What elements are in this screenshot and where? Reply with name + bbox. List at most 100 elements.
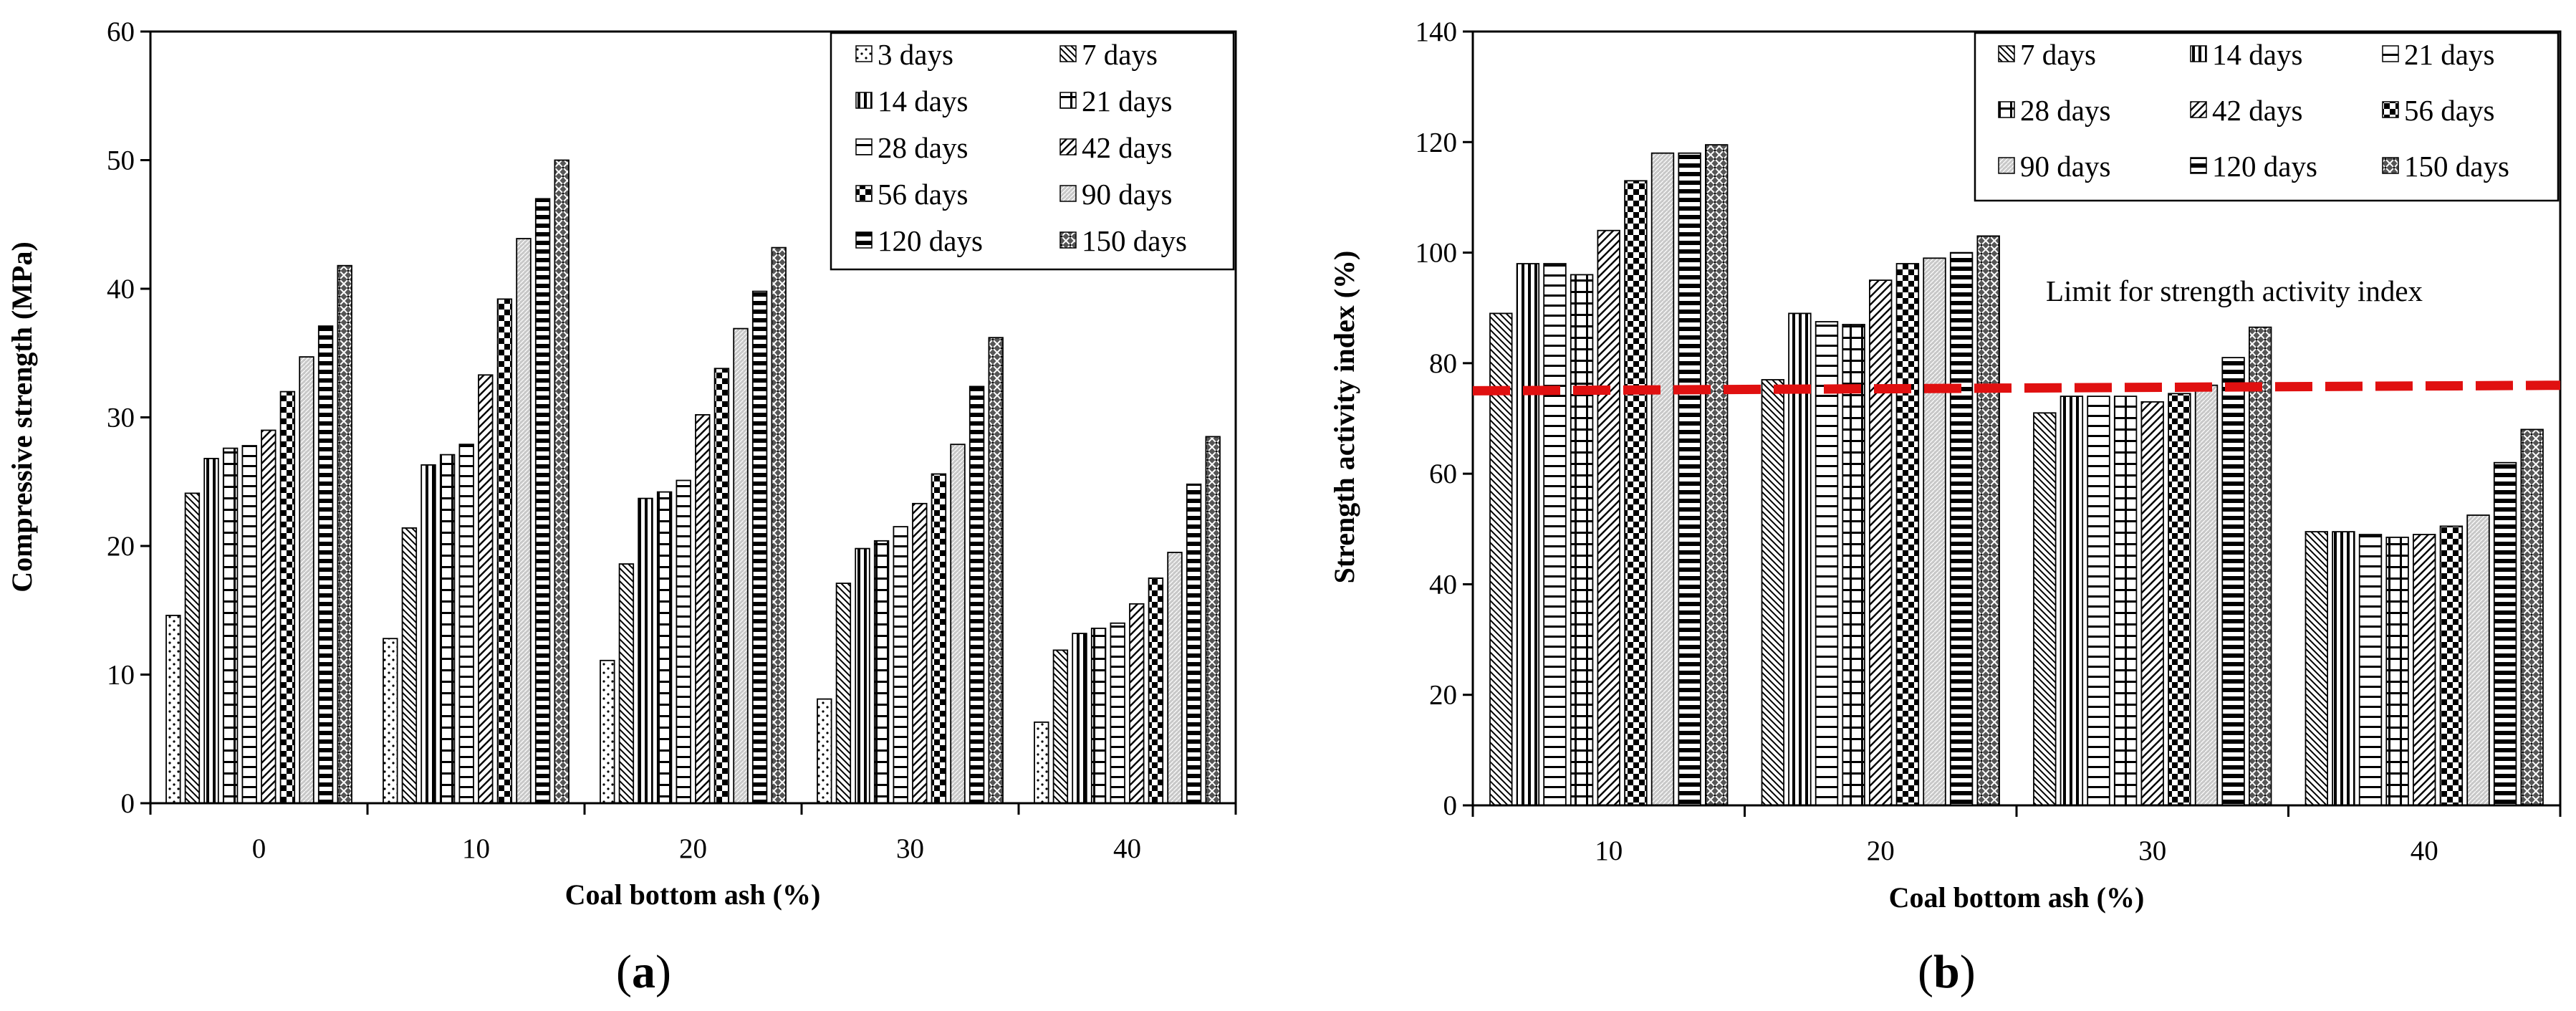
x-tick-label: 30: [896, 833, 924, 864]
legend-swatch-120-days: [2190, 157, 2207, 174]
bar-a-21-days-cat-0: [222, 447, 239, 804]
legend-swatch-14-days: [855, 92, 873, 109]
bar-a-7-days-cat-30: [835, 583, 852, 804]
legend-swatch-7-days: [1998, 45, 2015, 62]
bar-a-28-days-cat-30: [893, 526, 908, 804]
bar-b-90-days-cat-30: [2194, 384, 2219, 806]
bar-a-14-days-cat-20: [638, 497, 653, 804]
strength-limit-line: [1472, 380, 2561, 396]
bar-a-42-days-cat-30: [912, 502, 928, 804]
legend-swatch-21-days: [2382, 45, 2399, 62]
x-tick-label: 10: [462, 833, 490, 864]
legend-swatch-21-days: [1059, 92, 1077, 109]
y-tick-label: 0: [1443, 790, 1458, 821]
bar-b-56-days-cat-10: [1624, 180, 1648, 806]
legend-swatch-90-days: [1998, 157, 2015, 174]
strength-limit-label: Limit for strength activity index: [2046, 274, 2423, 307]
bar-a-3-days-cat-40: [1034, 722, 1049, 804]
x-tick-label: 30: [2138, 835, 2166, 866]
legend-swatch-150-days: [2382, 157, 2399, 174]
legend-swatch-150-days: [1059, 231, 1077, 249]
y-tick-label: 60: [107, 16, 135, 47]
bar-a-28-days-cat-20: [676, 479, 691, 804]
chart-a: 0 10 20 30 40 50 60 0 10 20 30 40 Compressive stre…: [6, 16, 1237, 998]
chart-b-legend-box: [1974, 32, 2560, 202]
bar-b-150-days-cat-30: [2248, 326, 2272, 806]
legend-swatch-56-days: [855, 185, 873, 202]
bar-a-90-days-cat-30: [950, 444, 966, 804]
chart-a-y-axis-title: Compressive strength (MPa): [6, 241, 38, 593]
bar-a-56-days-cat-20: [713, 368, 730, 804]
chart-b-y-ticks: 0 20 40 60 80 100 120 140: [1416, 16, 1473, 821]
bar-a-90-days-cat-40: [1167, 552, 1183, 804]
bar-b-7-days-cat-30: [2033, 412, 2057, 806]
bar-b-42-days-cat-20: [1868, 279, 1893, 806]
bar-a-7-days-cat-10: [401, 527, 418, 804]
y-tick-label: 20: [1429, 680, 1457, 711]
y-tick-label: 30: [107, 403, 135, 433]
bar-b-28-days-cat-40: [2385, 537, 2409, 806]
bar-b-21-days-cat-30: [2087, 396, 2110, 806]
bar-b-56-days-cat-30: [2168, 393, 2191, 806]
legend-label: 42 days: [2212, 94, 2302, 127]
bar-b-28-days-cat-30: [2113, 396, 2138, 806]
bar-b-90-days-cat-10: [1650, 152, 1675, 806]
chart-b-y-axis-title: Strength activity index (%): [1328, 251, 1360, 584]
bar-a-150-days-cat-0: [337, 264, 352, 804]
bar-b-56-days-cat-20: [1895, 263, 1920, 806]
legend-label: 56 days: [2404, 94, 2494, 127]
bar-b-56-days-cat-40: [2439, 525, 2464, 806]
bar-a-56-days-cat-0: [279, 390, 296, 804]
bar-b-7-days-cat-40: [2305, 531, 2329, 806]
bar-b-14-days-cat-20: [1788, 312, 1812, 806]
x-tick-label: 40: [1113, 833, 1141, 864]
chart-a-panel-label: (a): [616, 946, 671, 998]
bar-a-14-days-cat-30: [855, 547, 870, 804]
legend-label: 120 days: [878, 224, 983, 257]
bar-b-21-days-cat-20: [1815, 321, 1839, 806]
chart-a-y-ticks: 0 10 20 30 40 50 60: [107, 16, 150, 819]
bar-a-56-days-cat-10: [496, 298, 513, 804]
y-tick-label: 20: [107, 531, 135, 562]
bar-b-120-days-cat-40: [2493, 461, 2517, 806]
bar-b-150-days-cat-10: [1704, 144, 1729, 806]
y-tick-label: 40: [1429, 569, 1457, 600]
y-tick-label: 60: [1429, 459, 1457, 489]
bar-b-120-days-cat-10: [1678, 152, 1701, 806]
bar-b-120-days-cat-30: [2221, 357, 2245, 806]
bar-b-42-days-cat-30: [2140, 401, 2164, 806]
legend-swatch-3-days: [855, 45, 873, 62]
bar-b-14-days-cat-10: [1516, 263, 1540, 806]
bar-a-90-days-cat-20: [733, 327, 749, 804]
chart-b-panel-letter: b: [1933, 946, 1960, 998]
bar-b-120-days-cat-20: [1949, 251, 1974, 806]
legend-label: 90 days: [2020, 150, 2110, 183]
bar-a-120-days-cat-0: [317, 325, 334, 804]
legend-swatch-42-days: [1059, 138, 1077, 155]
legend-label: 42 days: [1082, 131, 1172, 164]
bar-a-42-days-cat-40: [1129, 603, 1145, 804]
y-tick-label: 50: [107, 145, 135, 176]
bar-a-56-days-cat-30: [931, 473, 947, 804]
legend-label: 28 days: [878, 131, 968, 164]
bar-a-7-days-cat-20: [618, 563, 635, 804]
chart-a-legend-box: [830, 32, 1235, 271]
bar-a-14-days-cat-0: [203, 458, 219, 804]
bar-a-3-days-cat-20: [600, 659, 615, 804]
legend-label: 21 days: [1082, 85, 1172, 118]
chart-b-legend: 7 days 14 days 21 days 28 days 42 days 56 day…: [1974, 32, 2560, 202]
bar-a-28-days-cat-10: [458, 444, 474, 804]
chart-b: 0 20 40 60 80 100 120 140 10 20 30 40 Limit for st…: [1328, 16, 2562, 998]
x-tick-label: 40: [2411, 835, 2438, 866]
bar-a-120-days-cat-10: [534, 198, 551, 804]
legend-label: 150 days: [2404, 150, 2509, 183]
bar-b-90-days-cat-20: [1923, 257, 1946, 806]
bar-a-3-days-cat-0: [165, 615, 181, 804]
chart-a-x-axis-title: Coal bottom ash (%): [565, 878, 821, 911]
y-tick-label: 0: [121, 788, 135, 819]
bar-a-28-days-cat-0: [241, 445, 257, 804]
bar-a-42-days-cat-10: [478, 374, 494, 804]
chart-a-legend: 3 days 7 days 14 days 21 days 28 days 42 days…: [830, 32, 1235, 271]
bar-a-150-days-cat-20: [771, 246, 787, 804]
